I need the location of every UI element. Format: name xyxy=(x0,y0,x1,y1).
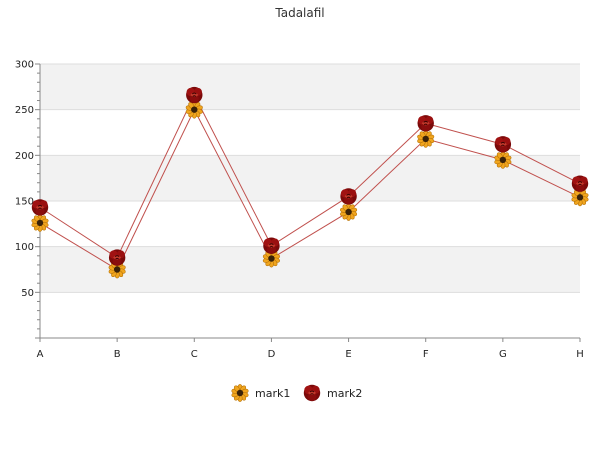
grid-band xyxy=(40,64,580,110)
x-tick-label: C xyxy=(191,349,198,360)
chart-title: Tadalafil xyxy=(274,6,324,20)
data-point-mark2 xyxy=(31,198,49,217)
x-tick-label: B xyxy=(114,349,121,360)
x-tick-label: D xyxy=(268,349,276,360)
x-tick-label: A xyxy=(37,349,44,360)
data-point-mark2 xyxy=(185,86,203,104)
x-tick-label: E xyxy=(345,349,351,360)
data-point-mark2 xyxy=(339,187,358,206)
grid-band xyxy=(40,155,580,201)
plot-area: 50 100 150 200 250 300 A B C D E F G H xyxy=(15,60,590,360)
legend-label-mark1: mark1 xyxy=(255,387,290,400)
legend-label-mark2: mark2 xyxy=(327,387,362,400)
legend: mark1 mark2 xyxy=(230,383,362,403)
x-tick-label: F xyxy=(423,349,429,360)
y-tick-label: 100 xyxy=(15,242,34,253)
data-point-mark1 xyxy=(30,213,50,233)
legend-marker-mark2 xyxy=(303,384,321,402)
data-point-mark2 xyxy=(494,135,512,154)
data-point-mark2 xyxy=(108,248,126,267)
legend-marker-mark1 xyxy=(230,383,250,403)
series-line-mark2 xyxy=(39,93,581,259)
grid-band xyxy=(40,246,580,293)
y-tick-label: 250 xyxy=(15,105,34,116)
y-tick-label: 50 xyxy=(21,288,34,299)
data-point-mark2 xyxy=(262,237,281,255)
data-point-mark2 xyxy=(571,174,589,193)
y-tick-label: 300 xyxy=(15,60,34,71)
x-tick-label: H xyxy=(576,349,584,360)
y-tick-label: 150 xyxy=(15,197,34,208)
data-point-mark2 xyxy=(417,114,435,133)
x-tick-label: G xyxy=(499,349,507,360)
y-tick-label: 200 xyxy=(15,151,34,162)
series-line-mark1 xyxy=(39,108,581,271)
